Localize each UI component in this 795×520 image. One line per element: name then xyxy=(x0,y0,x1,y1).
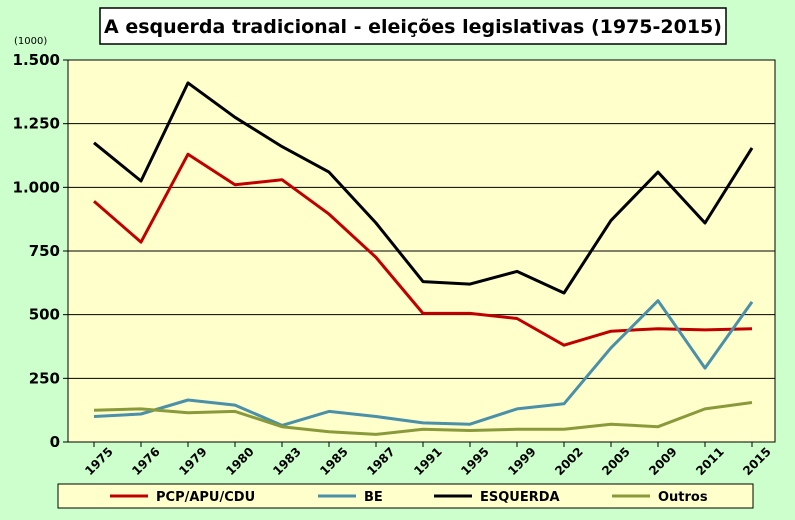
x-tick-label: 1983 xyxy=(270,445,304,479)
x-tick-label: 1999 xyxy=(505,445,539,479)
series-line-be xyxy=(93,299,754,427)
x-tick-label: 1976 xyxy=(129,445,163,479)
y-tick-label: 500 xyxy=(29,306,60,324)
y-tick-label: 250 xyxy=(29,369,60,387)
y-tick-label: 1.250 xyxy=(13,115,60,133)
legend-label: Outros xyxy=(658,490,708,505)
x-tick-label: 1985 xyxy=(317,445,351,479)
y-axis-ticks: 0 250 500 750 1.000 1.250 1.500 xyxy=(13,51,68,451)
y-tick-label: 1.000 xyxy=(13,178,60,196)
x-tick-label: 1980 xyxy=(223,445,257,479)
gridlines xyxy=(68,123,775,379)
series-line-outros xyxy=(93,401,753,436)
chart-title: A esquerda tradicional - eleições legisl… xyxy=(104,16,722,38)
x-tick-label: 1995 xyxy=(458,445,492,479)
title-box xyxy=(99,7,727,45)
legend-label: ESQUERDA xyxy=(480,490,560,505)
y-unit-label: (1000) xyxy=(14,36,47,47)
x-tick-label: 1979 xyxy=(176,445,210,479)
legend: PCP/APU/CDU BE ESQUERDA Outros xyxy=(110,490,708,505)
x-tick-label: 2005 xyxy=(599,445,633,479)
series-line-pcp-apu-cdu xyxy=(93,152,753,347)
y-tick-label: 0 xyxy=(50,433,60,451)
legend-label: BE xyxy=(364,490,383,505)
legend-label: PCP/APU/CDU xyxy=(156,490,255,505)
x-tick-label: 2011 xyxy=(693,445,727,479)
y-tick-label: 750 xyxy=(29,242,60,260)
x-axis-ticks: 1975 1976 1979 1980 1983 1985 1987 1991 1995 1999… xyxy=(82,442,774,478)
x-tick-label: 1991 xyxy=(411,445,445,479)
x-tick-label: 2015 xyxy=(740,445,774,479)
y-tick-label: 1.500 xyxy=(13,51,60,69)
x-tick-label: 2002 xyxy=(552,445,586,479)
series-lines xyxy=(93,81,754,436)
x-tick-label: 2009 xyxy=(646,445,680,479)
series-line-esquerda xyxy=(93,81,754,295)
x-tick-label: 1987 xyxy=(364,445,398,479)
x-tick-label: 1975 xyxy=(82,445,116,479)
